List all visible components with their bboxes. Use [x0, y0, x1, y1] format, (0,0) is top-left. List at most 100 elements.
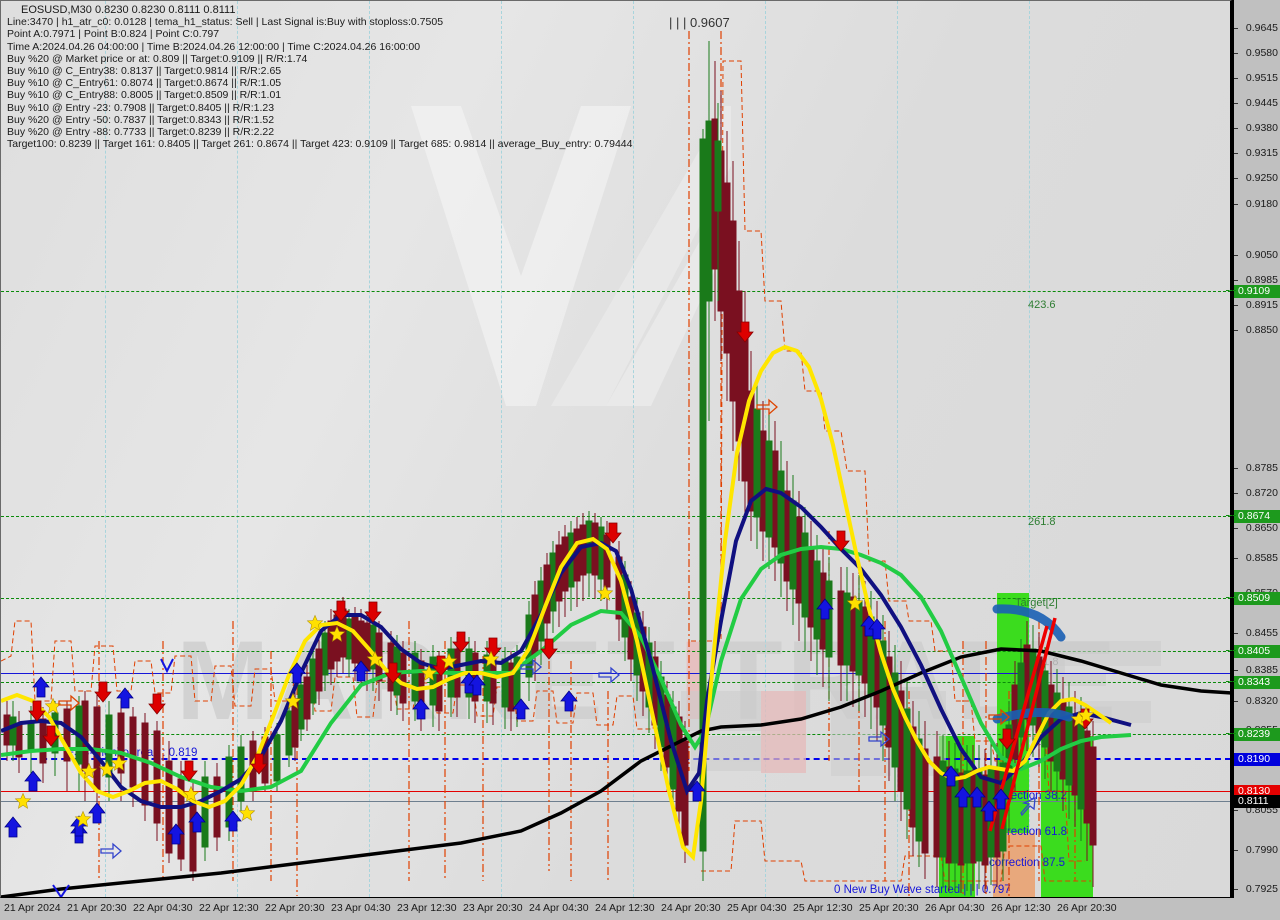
info-line-6: Buy %10 @ C_Entry88: 0.8005 || Target:0.…: [7, 89, 282, 102]
price-level-badge-0.8190[interactable]: 0.8190: [1234, 753, 1280, 766]
price-tick-label: 0.8385: [1245, 664, 1278, 676]
price-tick: [1234, 128, 1238, 129]
day-separator: [897, 1, 898, 897]
time-tick-label: 22 Apr 12:30: [199, 902, 259, 914]
target-label-1: Target: [1010, 691, 1041, 703]
price-level-badge-0.8239[interactable]: 0.8239: [1234, 728, 1280, 741]
price-level-stub: [1226, 515, 1236, 516]
price-level-stub: [1226, 650, 1236, 651]
correction-875-label: correction 87.5: [989, 857, 1066, 869]
fib-label-423: 423.6: [1028, 299, 1056, 311]
time-tick-label: 26 Apr 12:30: [991, 902, 1051, 914]
price-tick: [1234, 889, 1238, 890]
level-line-0.8343: [1, 682, 1230, 683]
price-tick: [1234, 633, 1238, 634]
price-level-badge-0.8509[interactable]: 0.8509: [1234, 592, 1280, 605]
price-tick-label: 0.7990: [1245, 844, 1278, 856]
price-tick-label: 0.9250: [1245, 172, 1278, 184]
price-tick: [1234, 78, 1238, 79]
time-tick-label: 22 Apr 04:30: [133, 902, 193, 914]
price-tick-label: 0.8650: [1245, 522, 1278, 534]
price-tick: [1234, 280, 1238, 281]
info-line-7: Buy %10 @ Entry -23: 0.7908 || Target:0.…: [7, 101, 275, 114]
price-tick: [1234, 701, 1238, 702]
info-line-2: Time A:2024.04.26 04:00:00 | Time B:2024…: [7, 40, 421, 53]
price-tick: [1234, 670, 1238, 671]
price-level-badge-0.8674[interactable]: 0.8674: [1234, 510, 1280, 523]
price-scale[interactable]: 0.9645 0.9580 0.9515 0.9445 0.9380 0.9315 0.92…: [1226, 0, 1280, 898]
price-tick-label: 0.8455: [1245, 627, 1278, 639]
peak-price-label: | | | 0.9607: [669, 15, 730, 30]
price-tick: [1234, 330, 1238, 331]
symbol-title: EOSUSD,M30 0.8230 0.8230 0.8111 0.8111: [21, 4, 236, 16]
time-tick-label: 24 Apr 20:30: [661, 902, 721, 914]
correction-382-label: correction 38.2: [991, 790, 1068, 802]
price-level-badge-0.9109[interactable]: 0.9109: [1234, 285, 1280, 298]
price-tick-label: 0.7925: [1245, 883, 1278, 895]
price-tick: [1234, 255, 1238, 256]
fib-label-100: 100: [1031, 736, 1050, 748]
chart-info-header: EOSUSD,M30 0.8230 0.8230 0.8111 0.8111 L…: [7, 4, 632, 150]
price-tick: [1234, 493, 1238, 494]
price-tick-label: 0.9050: [1245, 249, 1278, 261]
price-tick: [1234, 305, 1238, 306]
broker-text-watermark: MARKETITRADE: [176, 618, 1120, 743]
time-tick-label: 26 Apr 04:30: [925, 902, 985, 914]
info-line-4: Buy %10 @ C_Entry38: 0.8137 || Target:0.…: [7, 65, 282, 78]
time-scale[interactable]: 21 Apr 2024 21 Apr 20:30 22 Apr 04:30 22 Ap…: [0, 898, 1280, 920]
price-tick-label: 0.8585: [1245, 552, 1278, 564]
fsb-line: [1, 673, 1230, 674]
fib-label-261: 261.8: [1028, 516, 1056, 528]
price-tick: [1234, 204, 1238, 205]
price-level-badge-0.8405[interactable]: 0.8405: [1234, 645, 1280, 658]
price-tick-label: 0.9445: [1245, 97, 1278, 109]
fib-label-161: 161.8: [1031, 656, 1059, 668]
price-tick-label: 0.8850: [1245, 324, 1278, 336]
time-tick-label: 26 Apr 20:30: [1057, 902, 1117, 914]
price-tick: [1234, 850, 1238, 851]
time-tick-label: 23 Apr 04:30: [331, 902, 391, 914]
time-tick-label: 23 Apr 20:30: [463, 902, 523, 914]
broker-logo-watermark: [411, 106, 731, 406]
price-level-badge-0.8130[interactable]: 0.8130: [1234, 785, 1280, 798]
correction-618-label: correction 61.8: [991, 826, 1068, 838]
price-level-badge-0.8111[interactable]: 0.8111: [1234, 795, 1280, 808]
time-tick-label: 25 Apr 12:30: [793, 902, 853, 914]
price-tick-label: 0.8785: [1245, 462, 1278, 474]
price-tick-label: 0.8320: [1245, 695, 1278, 707]
day-separator: [1029, 1, 1030, 897]
price-tick-label: 0.9645: [1245, 22, 1278, 34]
info-line-10: Target100: 0.8239 || Target 161: 0.8405 …: [7, 138, 633, 151]
chart-frame: MARKETITRADE: [0, 0, 1232, 898]
info-line-1: Point A:0.7971 | Point B:0.824 | Point C…: [7, 28, 220, 41]
price-tick: [1234, 558, 1238, 559]
price-tick: [1234, 28, 1238, 29]
price-tick-label: 0.8985: [1245, 274, 1278, 286]
price-level-stub: [1226, 733, 1236, 734]
time-tick-label: 22 Apr 20:30: [265, 902, 325, 914]
price-tick-label: 0.9180: [1245, 198, 1278, 210]
target-label-2: Target[2]: [1015, 597, 1058, 609]
price-tick: [1234, 153, 1238, 154]
price-level-badge-0.8343[interactable]: 0.8343: [1234, 676, 1280, 689]
info-line-9: Buy %20 @ Entry -88: 0.7733 || Target:0.…: [7, 126, 275, 139]
time-tick-label: 25 Apr 20:30: [859, 902, 919, 914]
time-tick-label: 25 Apr 04:30: [727, 902, 787, 914]
time-tick-label: 24 Apr 04:30: [529, 902, 589, 914]
price-tick: [1234, 468, 1238, 469]
price-level-stub: [1226, 681, 1236, 682]
price-tick: [1234, 103, 1238, 104]
level-line-0.8239: [1, 734, 1230, 735]
time-tick-label: 21 Apr 20:30: [67, 902, 127, 914]
time-tick-label: 23 Apr 12:30: [397, 902, 457, 914]
price-tick-label: 0.9580: [1245, 47, 1278, 59]
day-separator: [633, 1, 634, 897]
fsb-label: FSB-HighToBreak : 0.819: [67, 747, 198, 759]
info-line-5: Buy %10 @ C_Entry61: 0.8074 || Target:0.…: [7, 77, 282, 90]
price-tick-label: 0.9315: [1245, 147, 1278, 159]
price-tick-label: 0.8055: [1245, 804, 1278, 816]
buy-zone-green: [939, 736, 975, 897]
time-tick-label: 21 Apr 2024: [4, 902, 61, 914]
price-tick: [1234, 810, 1238, 811]
